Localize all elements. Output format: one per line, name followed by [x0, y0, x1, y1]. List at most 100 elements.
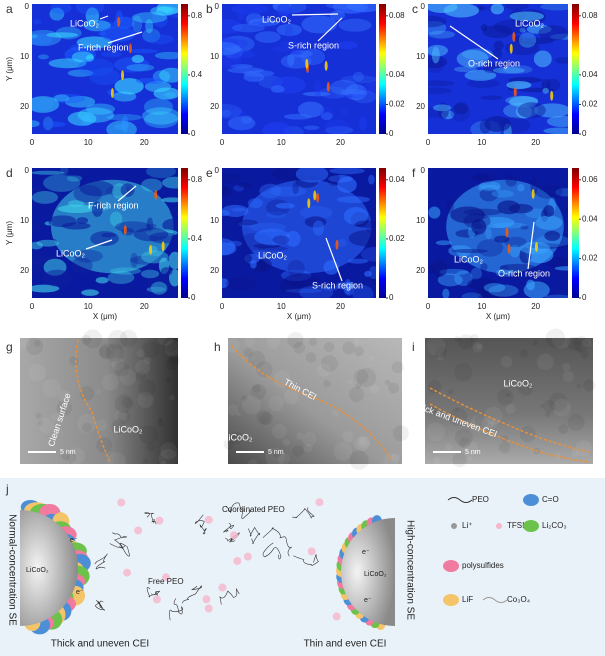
- tfsi-ion: [204, 604, 213, 613]
- hot-spot: [505, 227, 509, 238]
- tfsi-ion: [202, 595, 211, 604]
- map-texture: [143, 111, 178, 129]
- tem-texture: [268, 395, 284, 412]
- map-texture: [533, 50, 552, 68]
- map-texture: [428, 20, 447, 35]
- peo-chain: [223, 523, 235, 533]
- map-texture: [225, 276, 257, 291]
- map-texture: [499, 263, 536, 271]
- tem-texture: [256, 410, 271, 425]
- map-texture: [32, 224, 39, 239]
- y-tick-label: 20: [416, 102, 425, 111]
- colorbar-tick-label: 0.04: [582, 70, 598, 79]
- tfsi-ion: [307, 547, 316, 556]
- tem-texture: [490, 420, 499, 429]
- tem-texture: [354, 346, 364, 357]
- map-texture: [50, 4, 72, 14]
- tem-texture: [96, 437, 113, 453]
- map-texture: [75, 4, 105, 16]
- map-texture: [518, 32, 537, 48]
- tem-image: [228, 338, 402, 464]
- map-texture: [464, 69, 497, 81]
- tem-texture: [168, 354, 180, 366]
- map-texture: [544, 294, 568, 298]
- map-texture: [437, 273, 463, 287]
- tem-texture: [58, 390, 71, 403]
- pointer-arrow: [291, 13, 339, 16]
- map-texture: [292, 181, 299, 194]
- map-texture: [48, 215, 77, 228]
- heat-map: [32, 4, 178, 134]
- tem-texture: [426, 336, 446, 356]
- map-texture: [131, 12, 168, 24]
- map-texture: [250, 222, 286, 233]
- map-texture: [73, 249, 103, 263]
- colorbar-tick-label: 0: [582, 293, 587, 302]
- tem-texture: [571, 448, 580, 457]
- caption: Thin and even CEI: [304, 639, 387, 650]
- region-label: O-rich region: [468, 58, 520, 68]
- map-texture: [535, 235, 568, 247]
- map-texture: [483, 64, 501, 74]
- tem-texture: [562, 370, 574, 383]
- cei-boundary: [231, 345, 393, 461]
- map-texture: [478, 294, 495, 298]
- x-tick-label: 20: [531, 138, 540, 147]
- y-tick-label: 0: [421, 166, 426, 175]
- map-texture: [71, 51, 94, 63]
- map-texture: [370, 272, 376, 285]
- map-texture: [33, 18, 42, 25]
- map-texture: [129, 280, 137, 297]
- hot-spot: [110, 88, 114, 99]
- map-texture: [89, 67, 120, 86]
- hot-spot: [161, 241, 165, 252]
- schematic-background: [0, 478, 605, 656]
- map-texture: [145, 278, 171, 296]
- map-texture: [46, 32, 79, 38]
- tem-texture: [562, 362, 571, 372]
- map-texture: [448, 245, 473, 257]
- tem-texture: [95, 419, 108, 431]
- tem-texture: [304, 443, 313, 453]
- map-texture: [543, 127, 568, 134]
- tem-texture: [576, 348, 582, 354]
- tem-texture: [308, 337, 318, 346]
- tem-texture: [157, 419, 164, 427]
- map-texture: [32, 33, 53, 46]
- tem-texture: [223, 439, 234, 450]
- hot-spot: [123, 224, 127, 235]
- map-texture: [466, 78, 500, 88]
- side-label: Normal-concentration SE: [6, 514, 17, 626]
- tem-texture: [114, 361, 130, 377]
- map-texture: [234, 50, 255, 59]
- tem-texture: [543, 400, 556, 413]
- tem-texture: [435, 346, 448, 359]
- peo-chain: [182, 585, 203, 604]
- x-tick-label: 20: [531, 302, 540, 311]
- map-texture: [428, 15, 447, 28]
- map-texture: [480, 262, 488, 271]
- map-texture: [428, 59, 444, 74]
- map-texture: [276, 4, 292, 17]
- hot-spot: [531, 189, 535, 200]
- map-texture: [546, 115, 568, 128]
- map-texture: [67, 111, 97, 126]
- licoo2-particle: [341, 518, 395, 626]
- map-texture: [517, 184, 525, 192]
- map-texture: [519, 27, 526, 33]
- tem-texture: [42, 379, 61, 398]
- colorbar-tick-label: 0.02: [582, 254, 598, 263]
- tem-texture: [283, 389, 299, 405]
- tem-texture: [79, 386, 95, 401]
- map-texture: [330, 79, 358, 96]
- tem-texture: [317, 363, 331, 377]
- map-texture: [242, 253, 252, 263]
- core-label: LiCoO₂: [364, 571, 387, 578]
- tem-texture: [143, 356, 152, 365]
- map-texture: [284, 25, 294, 38]
- map-texture: [109, 211, 123, 227]
- map-texture: [488, 284, 519, 297]
- map-texture: [73, 184, 103, 203]
- legend-symbol: [451, 523, 457, 529]
- tem-texture: [248, 459, 257, 468]
